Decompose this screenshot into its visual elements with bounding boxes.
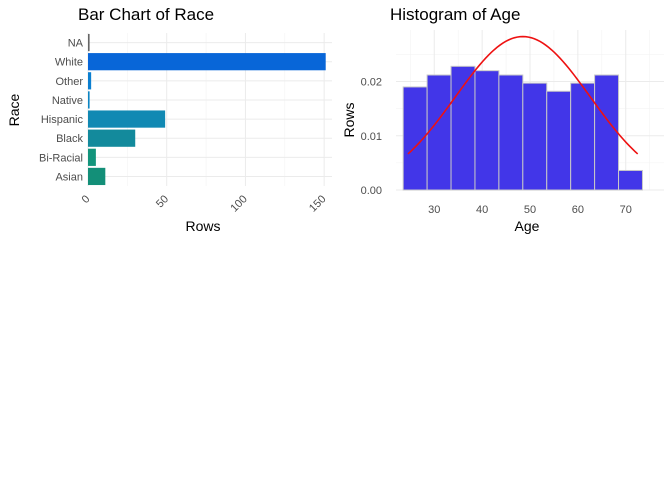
bar-chart-title: Bar Chart of Race (78, 5, 214, 24)
bar-native (88, 91, 90, 109)
bar-chart-x-axis-label: Rows (185, 218, 220, 234)
histogram-y-tick-label: 0.00 (361, 185, 382, 197)
bar-chart-y-tick-label: Hispanic (41, 114, 84, 126)
bar-asian (88, 167, 106, 186)
histogram-y-axis-label: Rows (341, 102, 357, 137)
bar-na (88, 33, 90, 52)
bar-chart-x-tick-label: 50 (154, 193, 171, 210)
bar-chart-x-tick-label: 0 (80, 193, 93, 206)
histogram-title: Histogram of Age (390, 5, 520, 24)
bar-chart-y-tick-label: Bi-Racial (39, 152, 83, 164)
histogram-bar (618, 169, 643, 191)
bar-chart-y-tick-label: NA (68, 38, 84, 50)
histogram-bar (546, 90, 572, 191)
bar-hispanic (88, 110, 166, 128)
bar-chart-x-tick-label: 100 (228, 193, 249, 214)
histogram-y-tick-labels: 0.00 0.01 0.02 (361, 77, 382, 197)
bar-chart-x-tick-labels: 0 50 100 150 (80, 193, 329, 214)
bar-chart-y-tick-labels: Asian Bi-Racial Black Hispanic Native Other Wh… (39, 38, 84, 184)
histogram-x-tick-label: 70 (620, 204, 632, 216)
histogram-x-axis-label: Age (515, 218, 540, 234)
bar-other (88, 72, 92, 90)
bar-chart-y-tick-label: Other (55, 76, 83, 88)
histogram-bar (426, 74, 452, 191)
bar-chart-y-axis-label: Race (6, 93, 22, 126)
histogram-age: Histogram of Age 0.00 0.01 0.02 30 40 50 60 70… (341, 5, 664, 234)
bar-chart-x-tick-label: 150 (307, 193, 328, 214)
histogram-bar (450, 65, 476, 191)
histogram-y-tick-label: 0.01 (361, 131, 382, 143)
histogram-x-tick-labels: 30 40 50 60 70 (428, 204, 632, 216)
bar-chart-y-tick-label: White (55, 57, 83, 69)
histogram-bar (474, 70, 500, 191)
histogram-bar (594, 74, 620, 191)
histogram-y-tick-label: 0.02 (361, 77, 382, 89)
bar-chart-y-tick-label: Native (52, 95, 83, 107)
bar-black (88, 129, 136, 147)
bar-chart-bars (88, 33, 326, 186)
histogram-x-tick-label: 50 (524, 204, 536, 216)
histogram-bar (522, 82, 548, 191)
histogram-bars (402, 65, 643, 191)
bar-chart-race: Bar Chart of Race Asian Bi-Racial Black His… (6, 5, 332, 234)
histogram-bar (498, 74, 524, 191)
bar-chart-y-tick-label: Asian (55, 171, 83, 183)
histogram-x-tick-label: 30 (428, 204, 440, 216)
histogram-x-tick-label: 40 (476, 204, 488, 216)
bar-white (88, 53, 326, 71)
histogram-x-tick-label: 60 (572, 204, 584, 216)
bar-chart-y-tick-label: Black (56, 133, 83, 145)
normal-density-curve (407, 35, 639, 155)
bar-bi-racial (88, 148, 96, 166)
